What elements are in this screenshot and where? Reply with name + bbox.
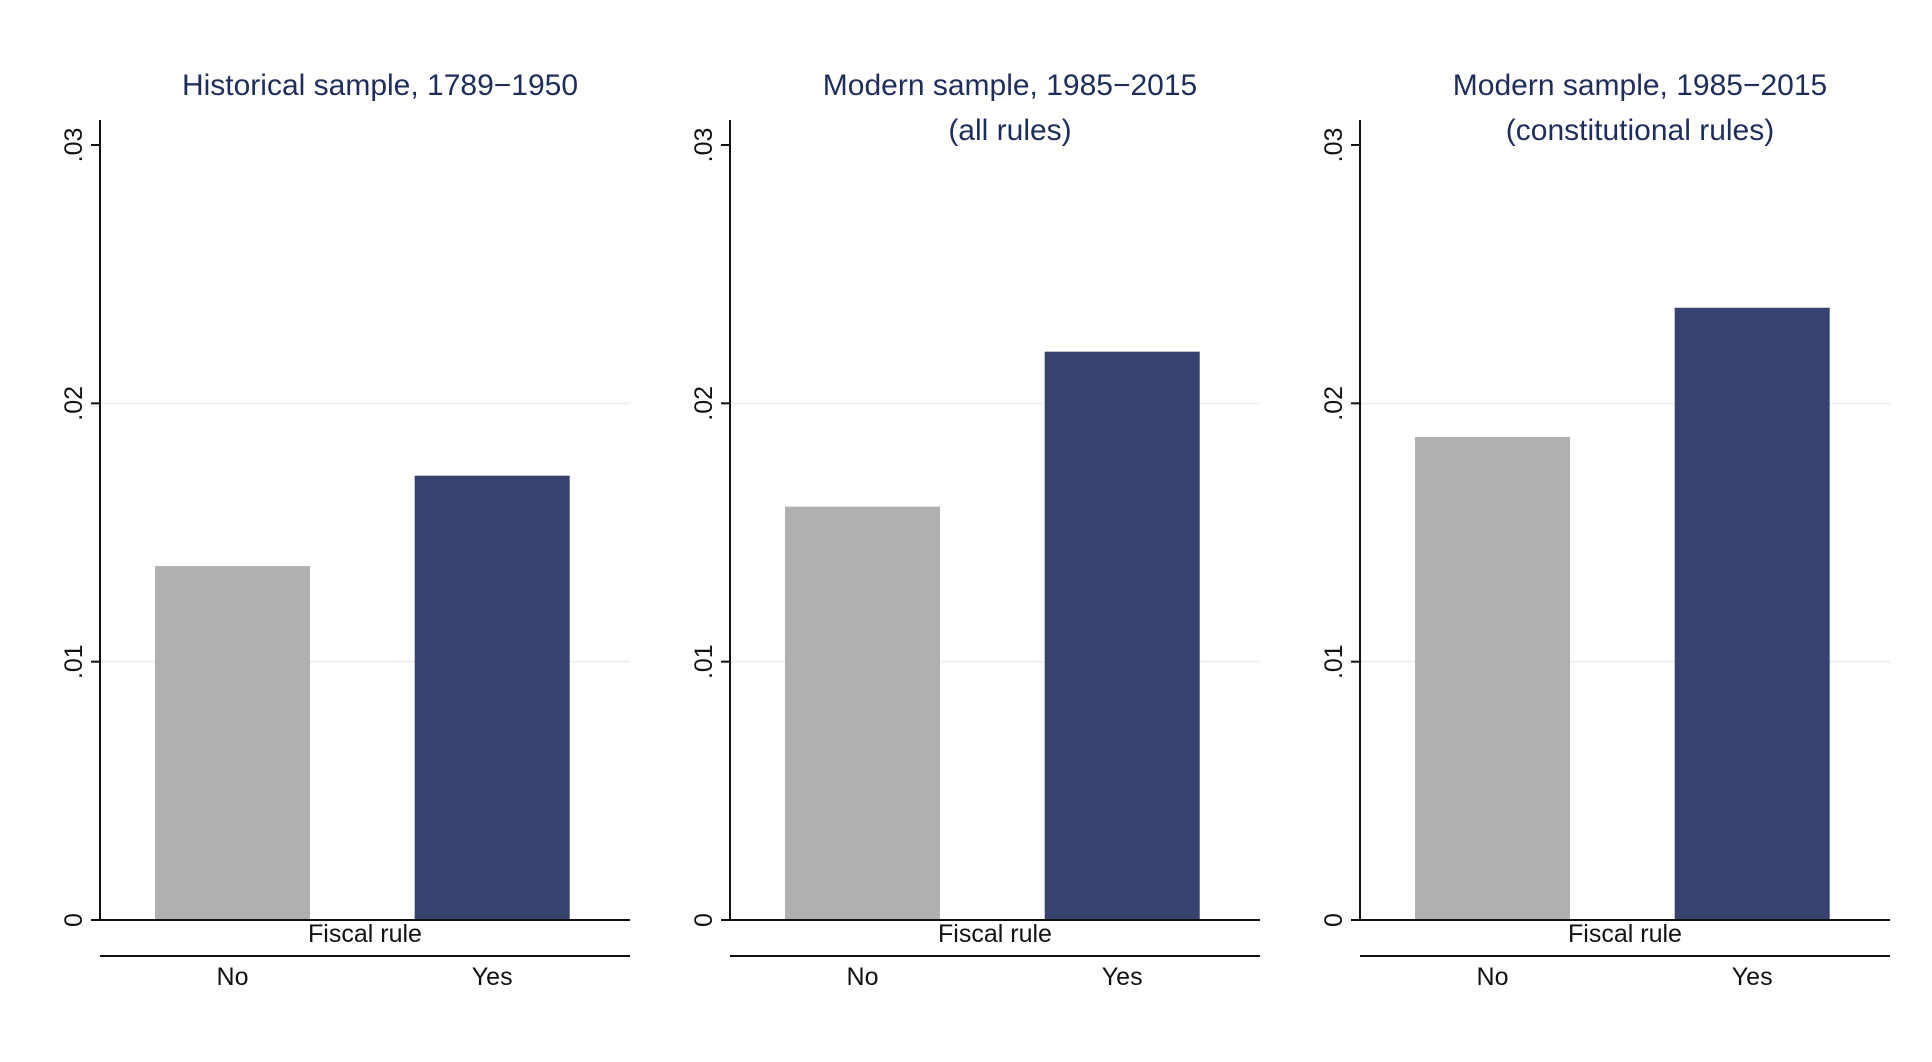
- x-tick-label-no: No: [847, 963, 879, 991]
- x-tick-label-no: No: [217, 963, 249, 991]
- y-tick-label: .02: [690, 386, 718, 421]
- bar-yes: [1674, 307, 1830, 920]
- bar-yes: [414, 475, 570, 920]
- y-tick-label: 0: [60, 913, 88, 927]
- chart-title: Modern sample, 1985−2015: [823, 69, 1197, 102]
- x-tick-label-no: No: [1477, 963, 1509, 991]
- chart-panel-1: 0 .01 .02 .03 Historical sample, 1789−1950 Fi…: [60, 69, 630, 991]
- y-tick-label: 0: [690, 913, 718, 927]
- y-tick-label: .03: [1320, 128, 1348, 163]
- chart-subtitle: (constitutional rules): [1506, 114, 1774, 147]
- bar-yes: [1044, 351, 1200, 921]
- x-axis-title: Fiscal rule: [308, 920, 422, 948]
- chart-title: Historical sample, 1789−1950: [182, 69, 578, 102]
- bar-no: [1415, 436, 1570, 920]
- chart-subtitle: (all rules): [948, 114, 1071, 147]
- y-tick-label: .01: [690, 644, 718, 679]
- y-tick-label: .03: [60, 128, 88, 163]
- y-tick-label: 0: [1320, 913, 1348, 927]
- bar-no: [785, 506, 940, 920]
- x-axis-title: Fiscal rule: [938, 920, 1052, 948]
- y-tick-label: .01: [60, 644, 88, 679]
- x-axis-title: Fiscal rule: [1568, 920, 1682, 948]
- x-tick-label-yes: Yes: [1102, 963, 1143, 991]
- bar-no: [155, 566, 310, 920]
- chart-panel-3: 0 .01 .02 .03 Modern sample, 1985−2015 (const…: [1320, 69, 1890, 991]
- y-tick-label: .01: [1320, 644, 1348, 679]
- y-tick-label: .03: [690, 128, 718, 163]
- chart-panel-2: 0 .01 .02 .03 Modern sample, 1985−2015 (all r…: [690, 69, 1260, 991]
- chart-title: Modern sample, 1985−2015: [1453, 69, 1827, 102]
- x-tick-label-yes: Yes: [1732, 963, 1773, 991]
- y-tick-label: .02: [60, 386, 88, 421]
- y-tick-label: .02: [1320, 386, 1348, 421]
- x-tick-label-yes: Yes: [472, 963, 513, 991]
